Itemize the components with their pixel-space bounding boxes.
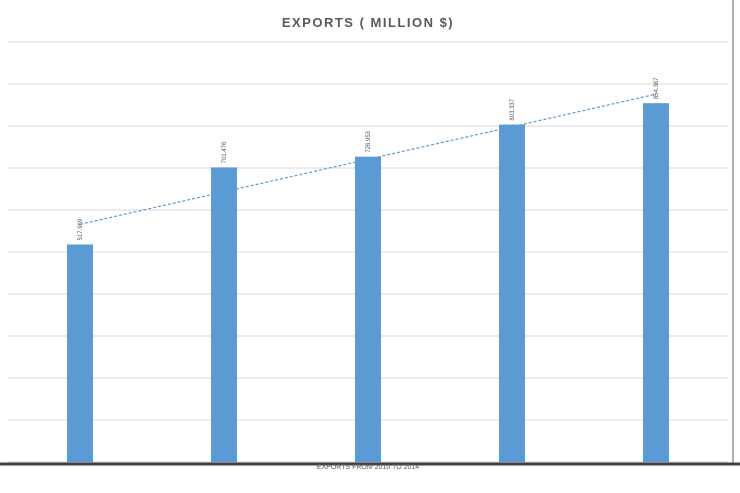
data-label: 854.367 <box>654 77 660 99</box>
chart-title: EXPORTS ( MILLION $) <box>282 15 454 30</box>
bar <box>499 124 525 463</box>
bar <box>211 167 237 463</box>
bar <box>355 156 381 462</box>
data-label: 803.337 <box>510 98 516 120</box>
bar <box>67 244 93 462</box>
trendline <box>79 93 657 225</box>
data-label: 701.476 <box>222 141 228 163</box>
data-label: 517.969 <box>78 218 84 240</box>
x-axis-label: EXPORTS FROM 2010 TO 2014 <box>317 464 419 471</box>
bar <box>643 103 669 462</box>
data-label: 726.953 <box>366 130 372 152</box>
